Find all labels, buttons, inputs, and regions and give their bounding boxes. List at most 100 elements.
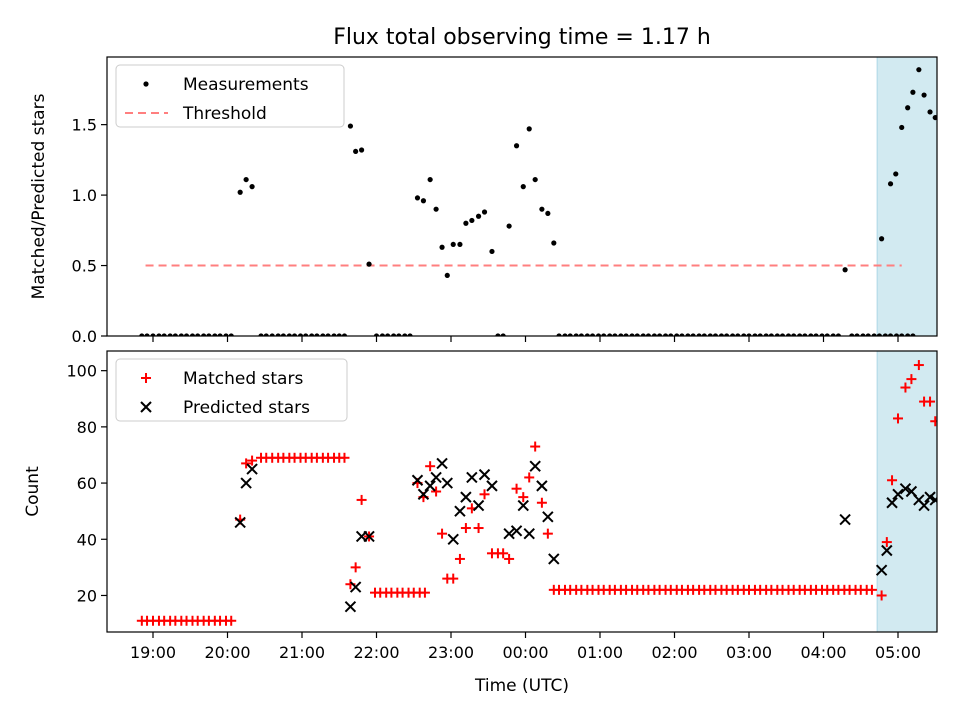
data-point — [860, 333, 866, 336]
data-point — [373, 333, 380, 336]
data-point — [436, 457, 448, 470]
series-matched-stars — [136, 360, 937, 626]
data-point — [463, 220, 469, 226]
data-point — [701, 333, 707, 336]
legend-box — [115, 64, 345, 128]
x-tick-label: 00:00 — [502, 643, 548, 662]
data-point — [402, 333, 408, 336]
data-point — [696, 333, 702, 336]
data-point — [341, 333, 348, 336]
data-point — [513, 143, 520, 149]
data-point — [757, 333, 763, 336]
y-tick-label: 0.5 — [72, 257, 97, 276]
highlight-span — [876, 57, 937, 336]
data-point — [881, 537, 892, 548]
data-point — [437, 528, 448, 539]
data-point — [247, 455, 258, 466]
plot-frame — [106, 56, 938, 337]
data-point — [892, 488, 904, 501]
data-point — [431, 486, 442, 497]
data-point — [532, 176, 538, 183]
y-axis-label: Count — [23, 466, 43, 517]
data-point — [309, 333, 315, 336]
data-point — [536, 497, 547, 508]
data-point — [645, 333, 652, 336]
data-point — [183, 333, 190, 336]
data-point — [150, 333, 156, 336]
x-tick-label: 20:00 — [204, 643, 250, 662]
data-point — [228, 333, 234, 336]
data-point — [498, 548, 509, 559]
data-point — [344, 601, 357, 613]
data-point — [473, 523, 484, 534]
data-point — [523, 527, 535, 540]
data-point — [913, 360, 924, 371]
data-point — [414, 195, 421, 201]
data-point — [910, 89, 916, 95]
data-point — [457, 241, 463, 248]
data-point — [886, 497, 898, 509]
data-point — [448, 573, 459, 584]
data-point — [830, 333, 836, 336]
x-tick-label: 03:00 — [726, 643, 772, 662]
data-point — [520, 184, 526, 190]
legend-box — [115, 358, 348, 422]
data-point — [195, 333, 201, 336]
data-point — [567, 333, 573, 336]
data-point — [201, 333, 207, 336]
data-point — [542, 511, 554, 523]
data-point — [556, 333, 562, 336]
data-point — [819, 333, 825, 336]
data-point — [921, 92, 927, 98]
data-point — [444, 272, 450, 279]
x-tick-label: 22:00 — [353, 643, 399, 662]
data-point — [269, 333, 275, 336]
data-point — [866, 584, 877, 595]
data-point — [447, 533, 459, 545]
data-point — [339, 452, 350, 463]
data-point — [808, 333, 814, 336]
legend: Measurements Threshold — [115, 64, 345, 128]
data-point — [662, 333, 669, 336]
data-point — [258, 333, 264, 336]
data-point — [349, 581, 362, 593]
data-point — [893, 413, 903, 424]
data-point — [905, 105, 911, 111]
data-point — [752, 333, 758, 336]
data-point — [735, 333, 741, 336]
series-predicted-stars — [234, 457, 937, 613]
data-point — [835, 333, 841, 336]
data-point — [618, 333, 624, 336]
data-point — [206, 333, 212, 336]
data-point — [291, 333, 298, 336]
plot-frame — [106, 350, 938, 633]
data-point — [454, 505, 466, 517]
x-tick-label: 19:00 — [130, 643, 176, 662]
y-tick-label: 40 — [77, 530, 97, 549]
data-point — [824, 333, 830, 336]
data-point — [363, 530, 375, 543]
data-point — [475, 213, 482, 219]
data-point — [439, 244, 445, 250]
data-point — [411, 474, 424, 486]
data-point — [246, 463, 258, 475]
data-point — [469, 217, 475, 224]
data-point — [930, 416, 937, 427]
data-point — [353, 148, 359, 155]
data-point — [724, 333, 730, 336]
data-point — [481, 209, 488, 215]
data-point — [530, 441, 541, 452]
data-point — [865, 333, 871, 336]
data-point — [478, 468, 491, 481]
data-point — [396, 333, 402, 336]
data-point — [172, 333, 178, 336]
x-tick-label: 02:00 — [651, 643, 697, 662]
data-point — [379, 333, 386, 336]
data-point — [217, 333, 223, 336]
data-point — [925, 396, 936, 407]
data-point — [350, 562, 361, 573]
data-point — [584, 333, 590, 336]
data-point — [526, 126, 532, 132]
data-point — [685, 333, 691, 336]
data-point — [479, 489, 490, 500]
